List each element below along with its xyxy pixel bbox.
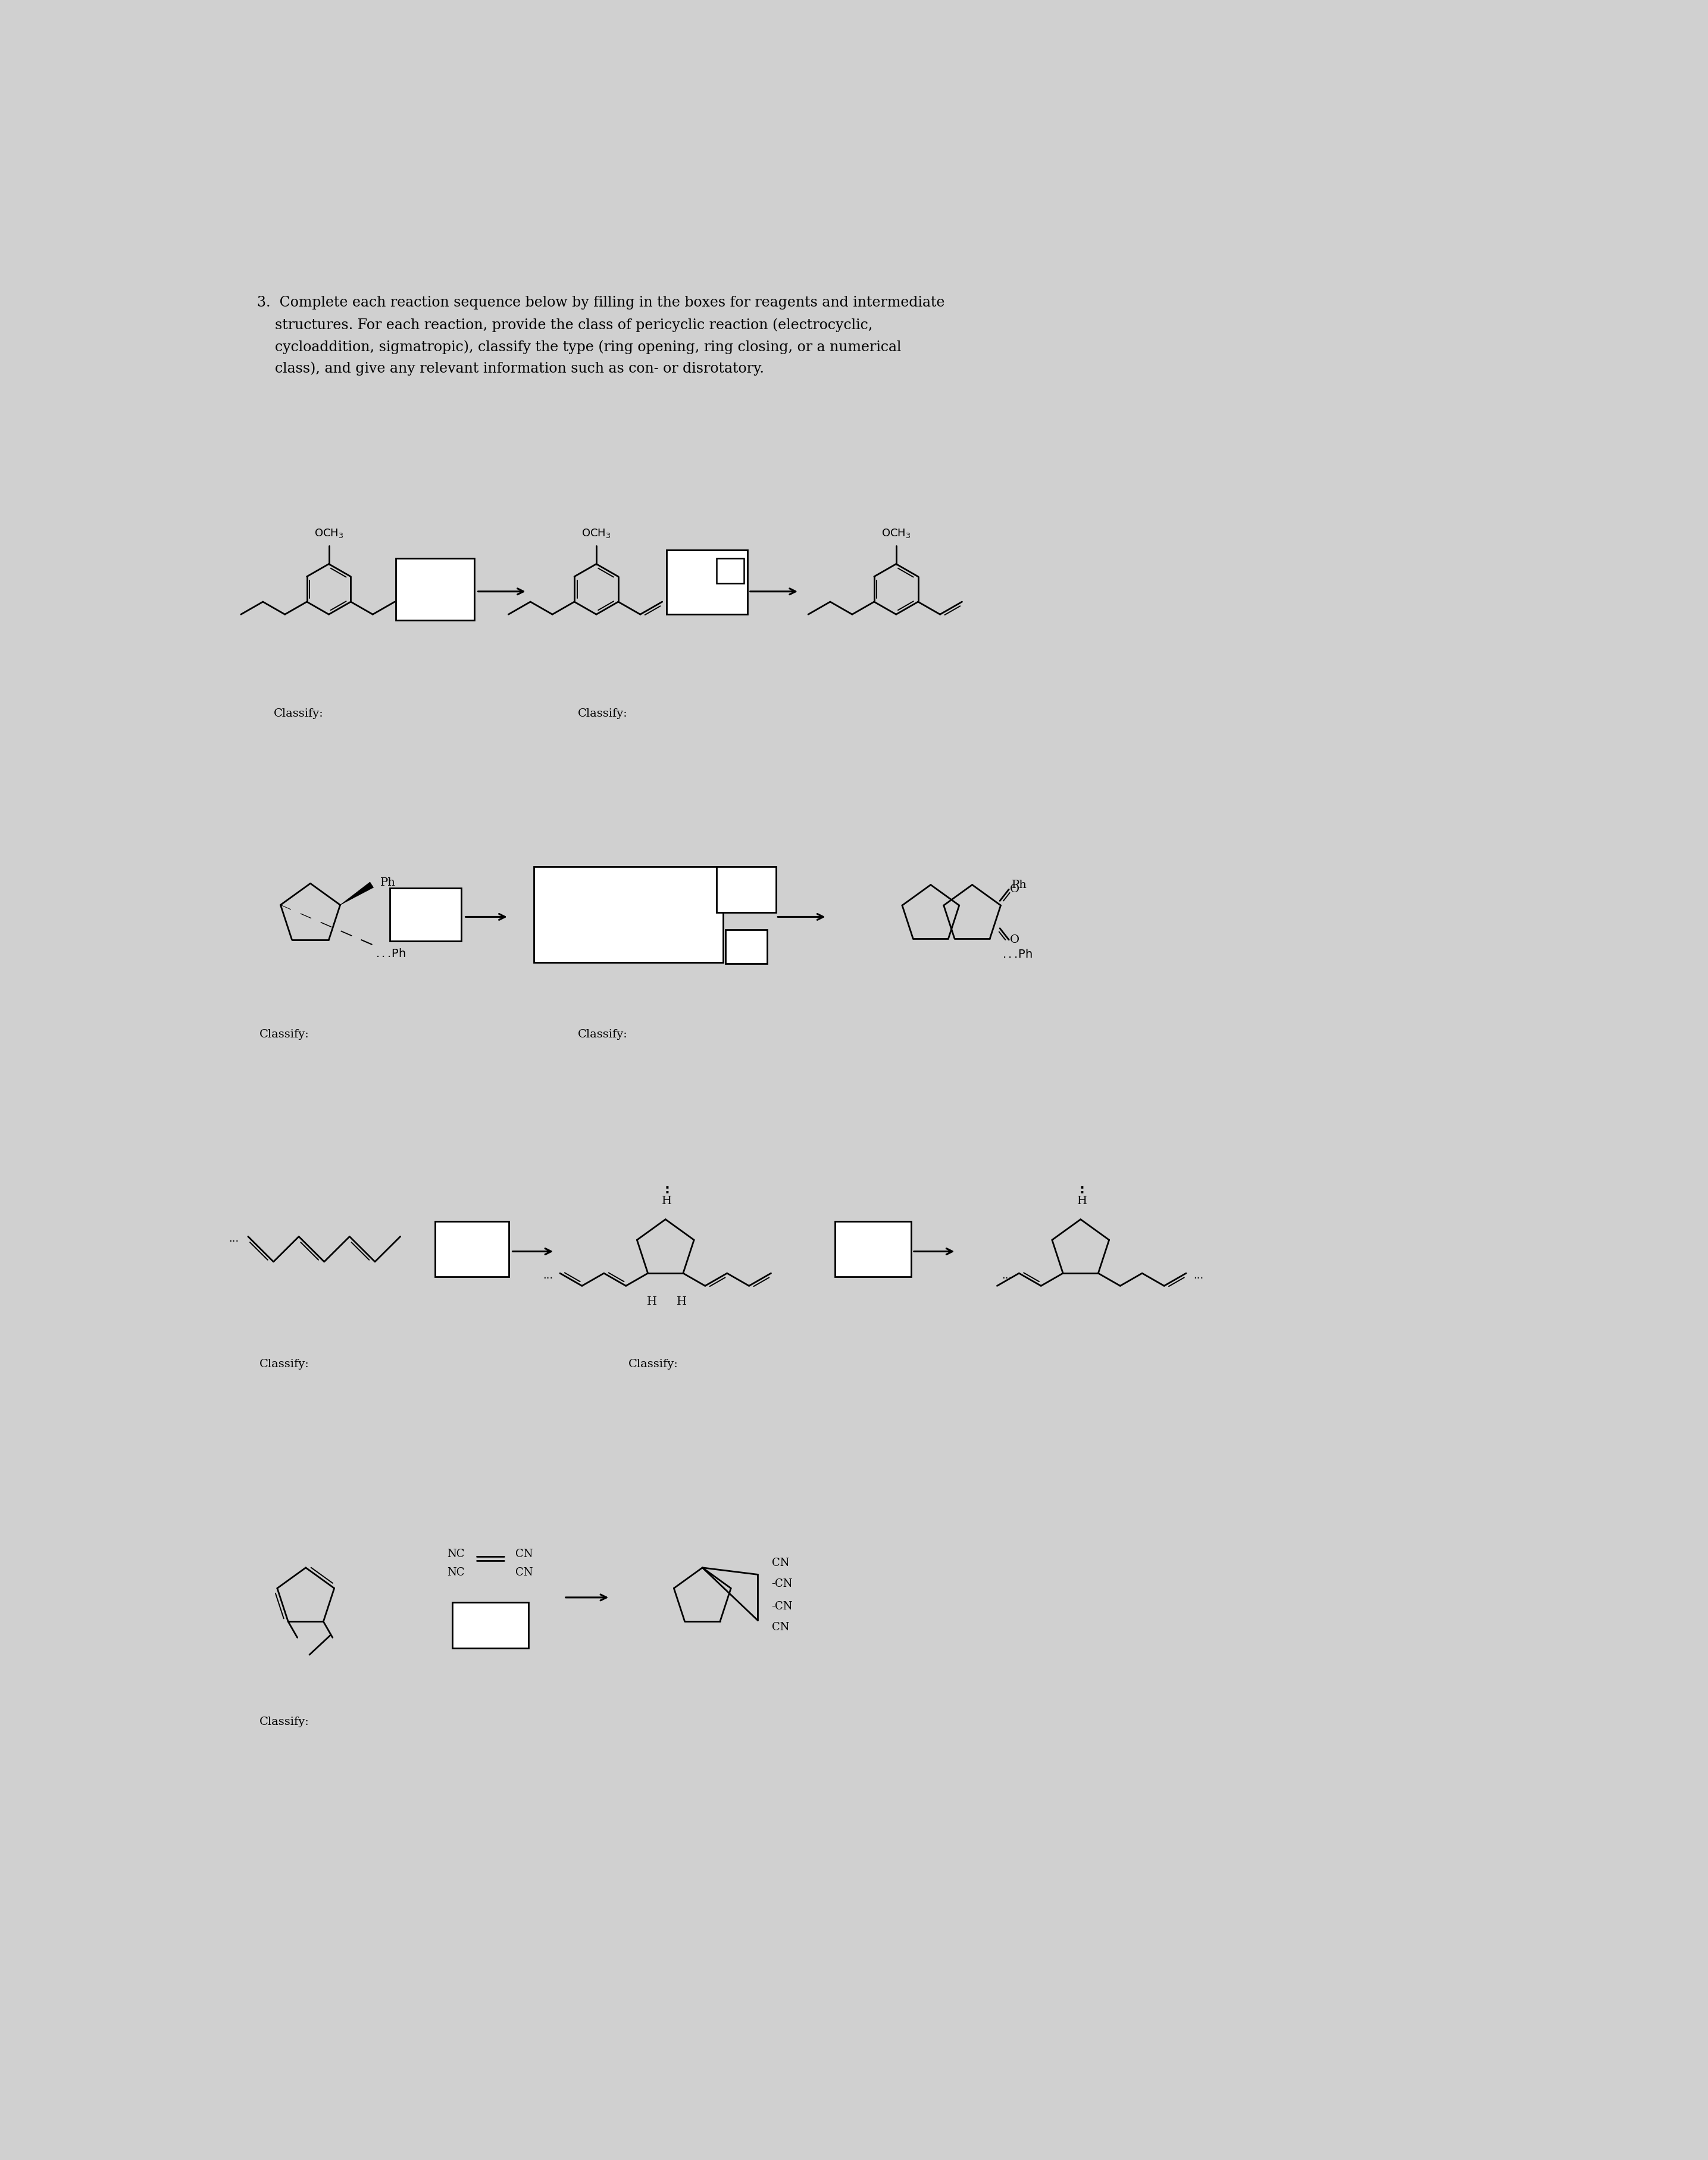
Text: ...: ... xyxy=(543,1270,553,1281)
Text: NC: NC xyxy=(447,1566,465,1577)
Text: Classify:: Classify: xyxy=(260,1359,309,1369)
Text: O: O xyxy=(1009,935,1020,946)
Text: Classify:: Classify: xyxy=(260,1717,309,1728)
Text: Classify:: Classify: xyxy=(260,1028,309,1039)
Text: O: O xyxy=(1009,883,1020,894)
Bar xyxy=(716,557,745,583)
Text: structures. For each reaction, provide the class of pericyclic reaction (electro: structures. For each reaction, provide t… xyxy=(258,318,873,333)
Text: Ph: Ph xyxy=(379,877,395,888)
Text: H: H xyxy=(647,1296,656,1307)
Bar xyxy=(436,1223,509,1277)
Bar xyxy=(453,1603,528,1648)
Text: class), and give any relevant information such as con- or disrotatory.: class), and give any relevant informatio… xyxy=(258,363,765,376)
Text: Classify:: Classify: xyxy=(629,1359,678,1369)
Text: Classify:: Classify: xyxy=(577,708,629,719)
Text: CN: CN xyxy=(516,1566,533,1577)
Text: $\mathrm{OCH_3}$: $\mathrm{OCH_3}$ xyxy=(582,527,611,540)
Text: :: : xyxy=(1079,1184,1085,1194)
Text: cycloaddition, sigmatropic), classify the type (ring opening, ring closing, or a: cycloaddition, sigmatropic), classify th… xyxy=(258,339,902,354)
Text: H: H xyxy=(676,1296,687,1307)
Text: H: H xyxy=(661,1197,671,1207)
Bar xyxy=(389,888,461,942)
Text: NC: NC xyxy=(447,1549,465,1560)
Text: :: : xyxy=(664,1184,670,1194)
Text: Ph: Ph xyxy=(1011,879,1027,890)
Bar xyxy=(726,929,767,963)
Bar xyxy=(835,1223,910,1277)
Text: 3.  Complete each reaction sequence below by filling in the boxes for reagents a: 3. Complete each reaction sequence below… xyxy=(258,296,945,309)
Text: ...: ... xyxy=(1003,1270,1013,1281)
Text: -CN: -CN xyxy=(772,1601,793,1611)
Text: $\mathrm{...\!Ph}$: $\mathrm{...\!Ph}$ xyxy=(376,948,407,959)
Text: $\mathrm{OCH_3}$: $\mathrm{OCH_3}$ xyxy=(881,527,910,540)
Text: ...: ... xyxy=(1192,1270,1202,1281)
Text: CN: CN xyxy=(772,1622,789,1633)
Text: Classify:: Classify: xyxy=(577,1028,629,1039)
Text: -CN: -CN xyxy=(772,1579,793,1590)
Text: CN: CN xyxy=(772,1557,789,1568)
Bar xyxy=(716,866,775,912)
Text: H: H xyxy=(1078,1197,1086,1207)
Text: Classify:: Classify: xyxy=(273,708,323,719)
Bar xyxy=(396,557,475,620)
Text: ...: ... xyxy=(229,1233,239,1244)
Text: $\mathrm{...\!Ph}$: $\mathrm{...\!Ph}$ xyxy=(1003,948,1033,961)
Bar xyxy=(666,551,748,613)
Bar xyxy=(535,866,722,963)
Text: CN: CN xyxy=(516,1549,533,1560)
Text: $\mathrm{OCH_3}$: $\mathrm{OCH_3}$ xyxy=(314,527,343,540)
Polygon shape xyxy=(340,881,374,905)
